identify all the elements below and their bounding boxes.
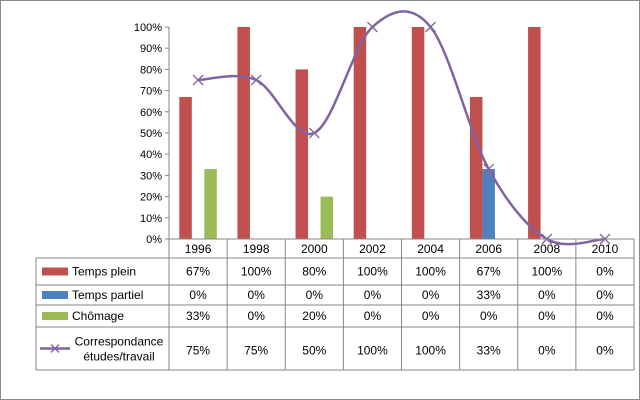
data-label: 0% — [364, 288, 382, 302]
data-label: 100% — [415, 344, 446, 358]
line-correspondance — [197, 10, 606, 246]
y-tick-label: 50% — [140, 128, 162, 140]
legend-key-correspondance — [40, 344, 70, 353]
data-label: 0% — [422, 288, 440, 302]
y-tick-label: 90% — [140, 43, 162, 55]
data-label: 0% — [480, 309, 498, 323]
data-table: 1996 1998 2000 2002 2004 2006 2008 2010 Temps pl… — [35, 238, 635, 371]
marker-stroke — [366, 21, 378, 33]
marker-stroke — [250, 74, 262, 86]
data-label: 100% — [415, 265, 446, 279]
bar-temps-partiel-2006 — [482, 169, 495, 239]
x-tick-label: 2002 — [359, 242, 386, 256]
bar-temps-plein-2002 — [353, 27, 367, 239]
bar-temps-plein-2004 — [411, 27, 425, 239]
data-label: 80% — [302, 265, 326, 279]
data-label: 67% — [477, 265, 501, 279]
data-label: 0% — [422, 309, 440, 323]
line-marker-1996 — [192, 74, 204, 86]
y-tick-label: 0% — [146, 234, 162, 246]
data-label: 0% — [538, 344, 556, 358]
data-label: 0% — [306, 288, 324, 302]
bar-temps-plein-2008 — [528, 27, 541, 239]
line-series — [192, 10, 611, 246]
legend-key-temps-partiel — [42, 291, 68, 299]
legend-label-line: Correspondance — [75, 335, 164, 349]
data-label: 100% — [241, 265, 272, 279]
x-tick-label: 2010 — [592, 242, 619, 256]
legend-key-temps-plein — [42, 267, 68, 276]
line-marker-2006 — [483, 163, 495, 175]
data-label: 100% — [531, 265, 562, 279]
data-label: 33% — [477, 344, 501, 358]
y-tick-label: 60% — [140, 107, 162, 119]
data-label: 50% — [302, 344, 326, 358]
line-marker-2004 — [425, 21, 437, 33]
bar-temps-plein-1998 — [237, 27, 250, 239]
legend-label: Temps partiel — [72, 288, 143, 302]
marker-stroke — [483, 163, 495, 175]
data-label: 0% — [596, 265, 614, 279]
bars — [179, 27, 541, 240]
data-label: 100% — [357, 265, 388, 279]
data-label: 75% — [186, 344, 210, 358]
bar-temps-plein-2006 — [469, 96, 483, 240]
x-tick-label: 2000 — [301, 242, 328, 256]
x-tick-label: 2006 — [475, 242, 502, 256]
y-tick-label: 10% — [140, 213, 162, 225]
bar-temps-plein-1996 — [179, 96, 192, 240]
data-label: 0% — [596, 344, 614, 358]
line-marker-1998 — [250, 74, 262, 86]
data-label: 67% — [186, 265, 210, 279]
y-tick-label: 100% — [134, 22, 162, 34]
y-axis: 0% 10% 20% 30% 40% 50% 60% 70% 80% 90% 100% — [134, 22, 170, 246]
x-tick-label: 2004 — [417, 242, 444, 256]
marker-stroke — [192, 74, 204, 86]
legend-label: Chômage — [72, 309, 124, 323]
data-label: 0% — [538, 288, 556, 302]
data-label: 0% — [596, 309, 614, 323]
data-label: 0% — [189, 288, 207, 302]
x-tick-label: 1998 — [243, 242, 270, 256]
x-tick-label: 1996 — [185, 242, 212, 256]
bar-ch-mage-1996 — [204, 169, 217, 239]
marker-stroke — [308, 127, 320, 139]
bar-ch-mage-2000 — [320, 196, 334, 239]
data-label: 75% — [244, 344, 268, 358]
legend-label: Correspondance études/travail — [75, 335, 164, 364]
y-tick-label: 70% — [140, 86, 162, 98]
line-marker-2002 — [366, 21, 378, 33]
data-label: 0% — [596, 288, 614, 302]
legend-key-ch-mage — [42, 312, 68, 320]
bar-temps-plein-2000 — [295, 69, 309, 240]
marker-stroke — [425, 21, 437, 33]
data-label: 33% — [477, 288, 501, 302]
data-label: 20% — [302, 309, 326, 323]
y-tick-label: 80% — [140, 64, 162, 76]
data-label: 33% — [186, 309, 210, 323]
legend-label-line: études/travail — [83, 350, 154, 364]
data-label: 0% — [538, 309, 556, 323]
data-label: 0% — [364, 309, 382, 323]
line-marker-2000 — [308, 127, 320, 139]
x-tick-label: 2008 — [533, 242, 560, 256]
data-label: 100% — [357, 344, 388, 358]
y-tick-label: 20% — [140, 192, 162, 204]
data-label: 0% — [248, 288, 266, 302]
y-tick-label: 30% — [140, 170, 162, 182]
y-tick-label: 40% — [140, 149, 162, 161]
legend-label: Temps plein — [72, 265, 136, 279]
marker-stroke — [50, 344, 60, 353]
data-label: 0% — [248, 309, 266, 323]
